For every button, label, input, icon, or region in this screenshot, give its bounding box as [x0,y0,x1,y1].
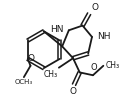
Text: CH₃: CH₃ [44,70,58,79]
Text: NH: NH [97,32,111,41]
Text: O: O [92,3,99,12]
Text: O: O [28,54,34,63]
Text: O: O [90,63,97,72]
Text: OCH₃: OCH₃ [14,79,32,85]
Text: HN: HN [50,25,64,34]
Text: O: O [69,87,76,96]
Text: CH₃: CH₃ [106,61,120,70]
